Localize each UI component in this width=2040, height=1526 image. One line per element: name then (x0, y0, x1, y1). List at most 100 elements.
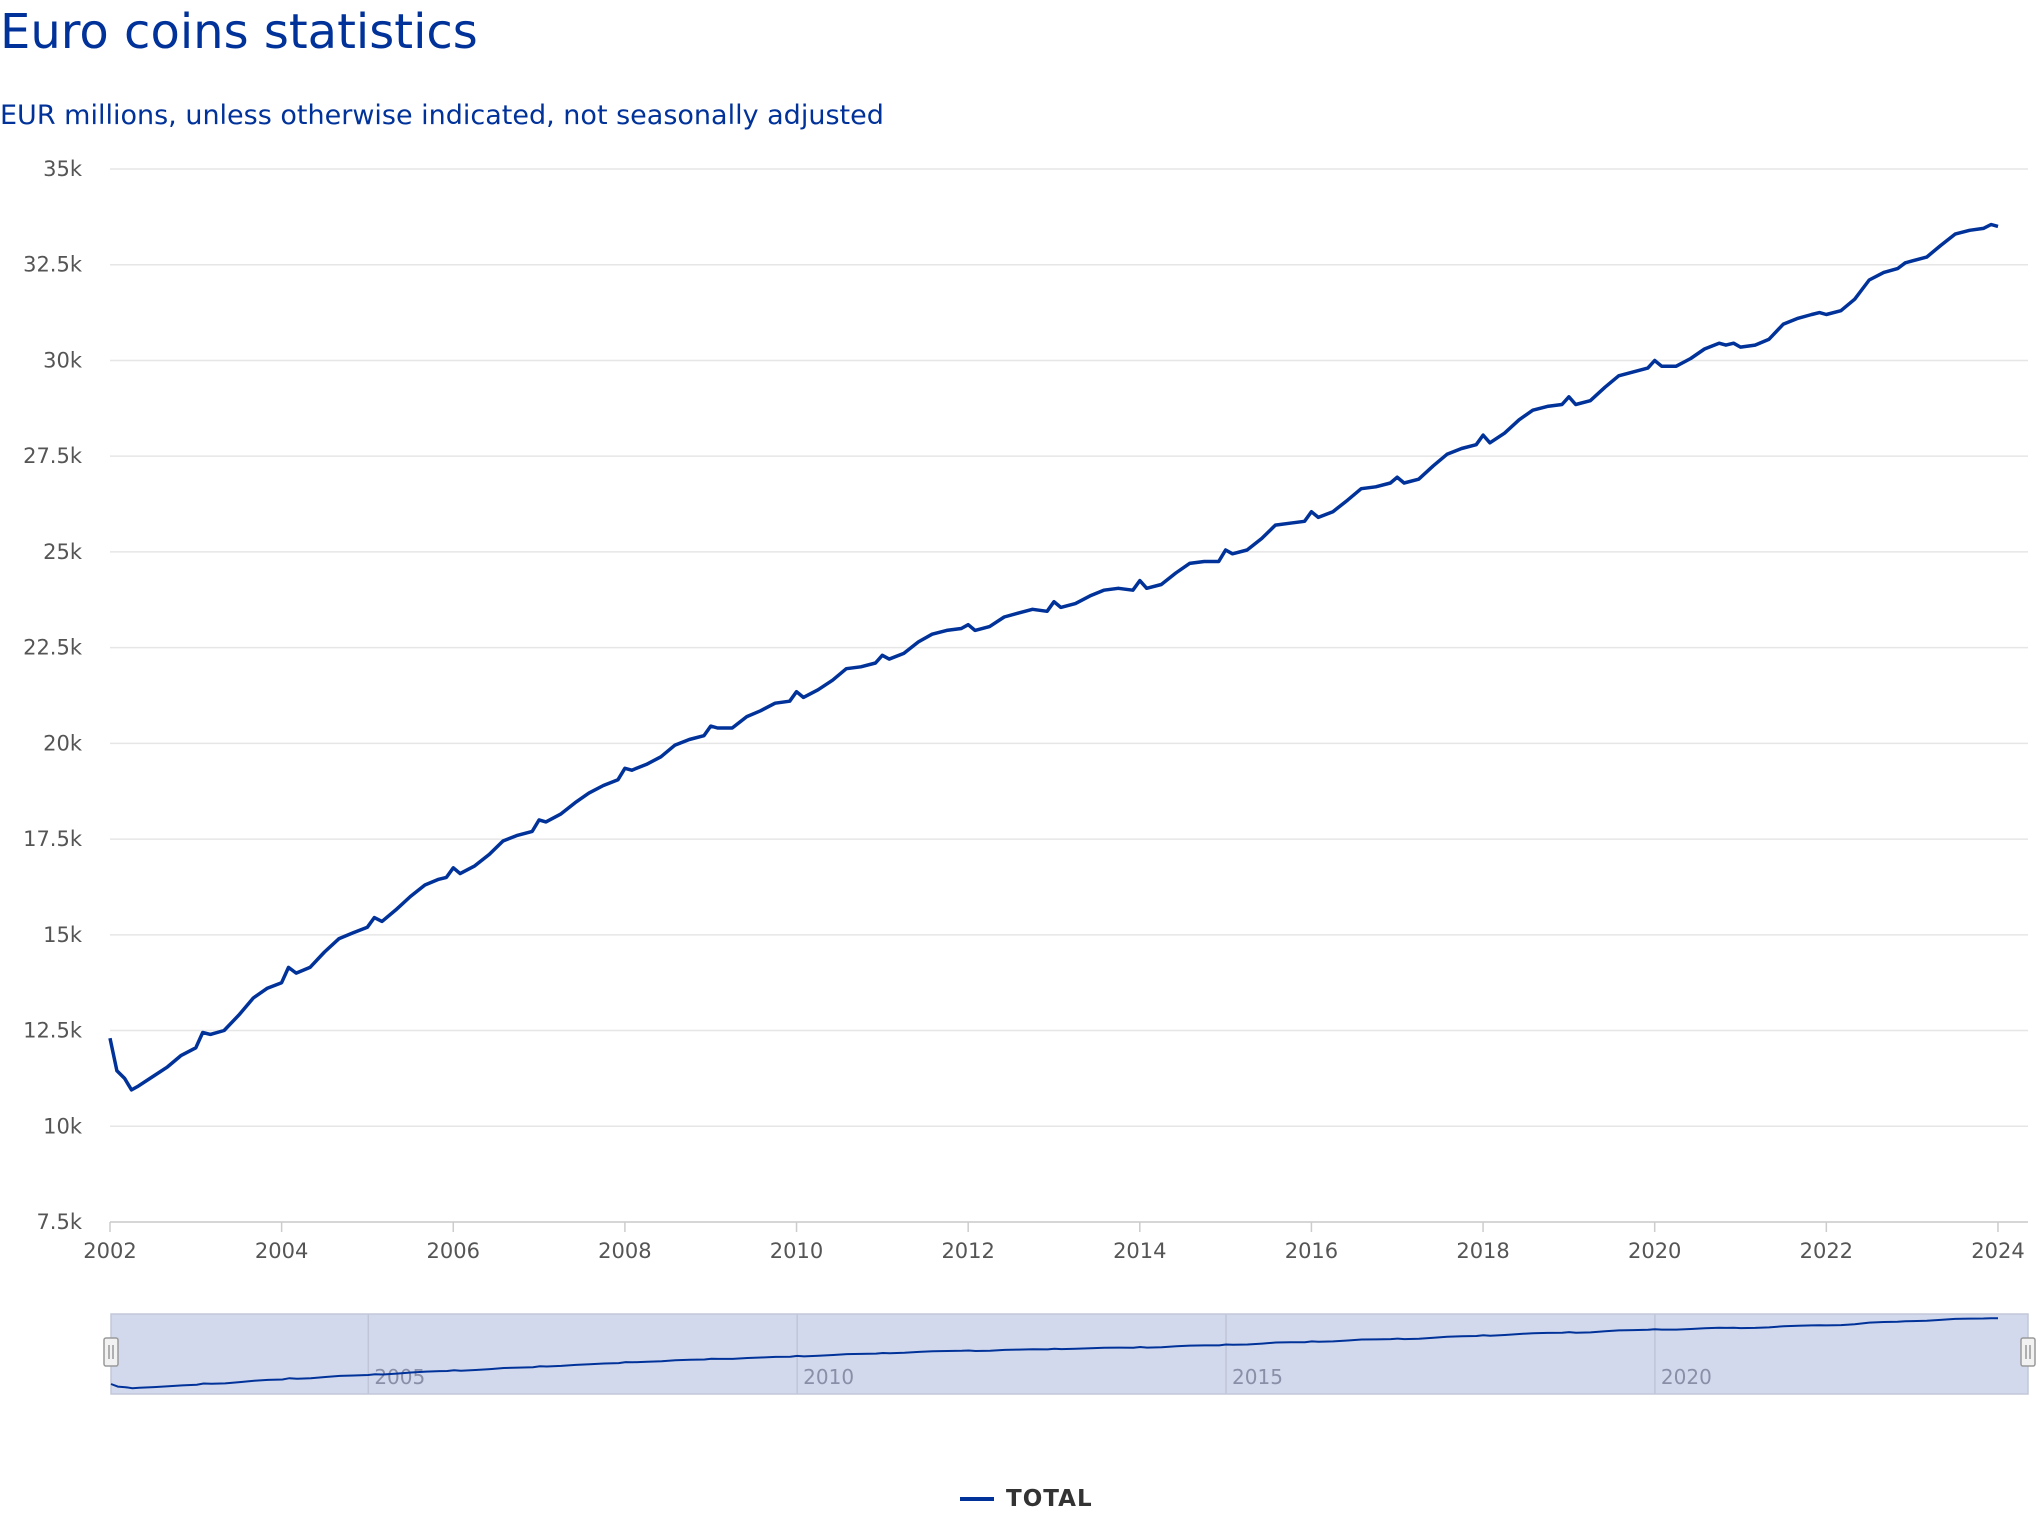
data-point[interactable] (883, 653, 895, 665)
data-point[interactable] (827, 674, 839, 686)
data-point[interactable] (1269, 519, 1281, 531)
data-point[interactable] (1184, 557, 1196, 569)
data-point[interactable] (1570, 399, 1582, 411)
data-point[interactable] (583, 787, 595, 799)
data-point[interactable] (612, 774, 624, 786)
data-point[interactable] (1685, 353, 1697, 365)
data-point[interactable] (741, 711, 753, 723)
data-point[interactable] (1835, 305, 1847, 317)
data-point[interactable] (1256, 533, 1268, 545)
data-point[interactable] (390, 904, 402, 916)
data-point[interactable] (626, 764, 638, 776)
data-point[interactable] (540, 816, 552, 828)
data-point[interactable] (290, 967, 302, 979)
data-point[interactable] (1370, 481, 1382, 493)
data-point[interactable] (261, 982, 273, 994)
data-point[interactable] (1398, 477, 1410, 489)
data-point[interactable] (1935, 240, 1947, 252)
data-point[interactable] (1012, 607, 1024, 619)
data-point[interactable] (812, 684, 824, 696)
data-point[interactable] (912, 636, 924, 648)
data-point[interactable] (483, 848, 495, 860)
data-point[interactable] (454, 868, 466, 880)
data-point[interactable] (1041, 605, 1053, 617)
data-point[interactable] (497, 835, 509, 847)
data-point[interactable] (926, 628, 938, 640)
data-point[interactable] (1878, 266, 1890, 278)
data-point[interactable] (1992, 220, 2004, 232)
data-point[interactable] (1241, 544, 1253, 556)
data-point[interactable] (162, 1061, 174, 1073)
data-point[interactable] (969, 624, 981, 636)
data-point[interactable] (276, 977, 288, 989)
data-point[interactable] (1964, 224, 1976, 236)
data-point[interactable] (526, 825, 538, 837)
data-point[interactable] (1656, 360, 1668, 372)
data-point[interactable] (361, 921, 373, 933)
data-point[interactable] (984, 621, 996, 633)
data-point[interactable] (1413, 473, 1425, 485)
data-point[interactable] (1777, 318, 1789, 330)
data-point[interactable] (1112, 582, 1124, 594)
data-point[interactable] (147, 1071, 159, 1083)
data-point[interactable] (655, 751, 667, 763)
data-point[interactable] (769, 697, 781, 709)
data-point[interactable] (1069, 598, 1081, 610)
data-point[interactable] (797, 691, 809, 703)
data-point[interactable] (1670, 360, 1682, 372)
data-point[interactable] (1155, 579, 1167, 591)
data-point[interactable] (669, 739, 681, 751)
data-point[interactable] (419, 879, 431, 891)
legend[interactable]: TOTAL (960, 1486, 1093, 1512)
data-point[interactable] (1949, 228, 1961, 240)
data-point[interactable] (1527, 404, 1539, 416)
data-point[interactable] (304, 961, 316, 973)
data-point[interactable] (683, 734, 695, 746)
data-point[interactable] (1921, 251, 1933, 263)
navigator[interactable]: 2005 2010 2015 2020 (103, 1313, 2036, 1395)
data-point[interactable] (1792, 312, 1804, 324)
data-point[interactable] (175, 1049, 187, 1061)
data-point[interactable] (1470, 439, 1482, 451)
data-point[interactable] (1284, 517, 1296, 529)
data-point[interactable] (726, 722, 738, 734)
data-point[interactable] (998, 611, 1010, 623)
data-point[interactable] (132, 1080, 144, 1092)
data-point[interactable] (898, 647, 910, 659)
data-point[interactable] (1599, 381, 1611, 393)
data-point[interactable] (1141, 582, 1153, 594)
data-point[interactable] (941, 624, 953, 636)
data-point[interactable] (1312, 511, 1324, 523)
data-point[interactable] (555, 808, 567, 820)
data-point[interactable] (218, 1025, 230, 1037)
legend-label-total[interactable]: TOTAL (1006, 1486, 1093, 1512)
data-point[interactable] (1055, 601, 1067, 613)
data-point[interactable] (1906, 255, 1918, 267)
data-point[interactable] (319, 946, 331, 958)
data-point[interactable] (1327, 506, 1339, 518)
data-point[interactable] (1342, 494, 1354, 506)
data-point[interactable] (1127, 584, 1139, 596)
navigator-handle-right[interactable] (2020, 1337, 2036, 1367)
data-point[interactable] (1820, 309, 1832, 321)
data-point[interactable] (104, 1032, 116, 1044)
data-point[interactable] (512, 829, 524, 841)
data-point[interactable] (247, 992, 259, 1004)
navigator-handle-left[interactable] (103, 1337, 119, 1367)
data-point[interactable] (1227, 548, 1239, 560)
data-point[interactable] (855, 661, 867, 673)
data-point[interactable] (1749, 339, 1761, 351)
data-point[interactable] (1355, 483, 1367, 495)
data-point[interactable] (119, 1072, 131, 1084)
data-point[interactable] (1456, 443, 1468, 455)
data-point[interactable] (597, 780, 609, 792)
data-point[interactable] (1849, 293, 1861, 305)
data-point[interactable] (190, 1042, 202, 1054)
data-point[interactable] (1427, 460, 1439, 472)
data-point[interactable] (1699, 343, 1711, 355)
data-point[interactable] (1484, 437, 1496, 449)
data-point[interactable] (1763, 333, 1775, 345)
data-point[interactable] (1584, 395, 1596, 407)
data-point[interactable] (333, 933, 345, 945)
data-point[interactable] (1613, 370, 1625, 382)
